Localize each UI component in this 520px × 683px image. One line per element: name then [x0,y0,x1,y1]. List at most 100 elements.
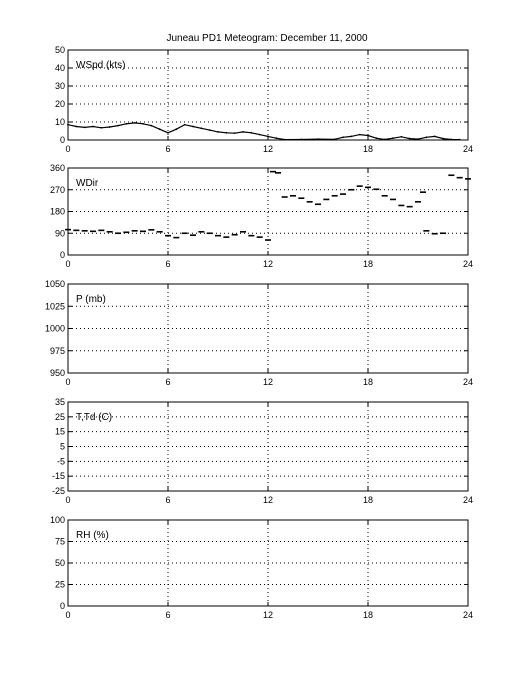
data-point [381,194,388,197]
y-tick-label: 950 [50,368,65,378]
data-point [117,124,119,127]
y-tick-label: 40 [55,63,65,73]
data-point [183,123,186,126]
data-point [217,131,219,133]
x-tick-label: 18 [363,610,373,620]
y-tick-label: 975 [50,346,65,356]
x-tick-label: 24 [463,259,473,269]
y-tick-label: 1000 [45,324,65,334]
data-point [300,138,303,141]
panel-label: WSpd (kts) [76,60,125,71]
data-point [208,129,211,132]
y-tick-label: 360 [50,163,65,173]
y-tick-label: 15 [55,427,65,437]
y-tick-label: 0 [60,601,65,611]
y-tick-label: 1050 [45,279,65,289]
data-point [365,186,371,189]
data-point [181,232,188,235]
data-point [90,230,96,233]
data-point [425,136,428,139]
data-point [458,138,461,141]
data-point [406,205,413,208]
panel-0: 0 6 12 18 24 0 10 20 30 40 50 WSpd (kts) [55,45,473,154]
data-point [358,133,361,136]
y-tick-label: 50 [55,45,65,55]
data-point [367,134,369,137]
data-point [331,194,338,197]
x-tick-label: 18 [363,495,373,505]
x-tick-label: 0 [65,610,70,620]
x-tick-label: 6 [165,377,170,387]
data-point [440,232,446,235]
data-point [67,123,69,126]
data-point [115,232,121,235]
data-point [420,191,426,193]
data-point [456,176,463,179]
data-point [373,188,380,191]
x-tick-label: 18 [363,377,373,387]
x-tick-label: 12 [263,377,273,387]
data-point [173,236,180,239]
y-tick-label: 50 [55,558,65,568]
data-point [431,232,438,235]
data-point [270,170,276,173]
data-point [73,229,80,232]
x-tick-label: 0 [65,377,70,387]
panel-4: 0 6 12 18 24 0 25 50 75 100 RH (%) [50,515,473,620]
y-tick-label: 10 [55,117,65,127]
data-point [223,236,230,238]
x-tick-label: 18 [363,259,373,269]
data-point [408,137,411,140]
y-tick-label: 30 [55,81,65,91]
data-point [81,230,88,232]
data-point [192,125,194,128]
x-tick-label: 0 [65,495,70,505]
x-tick-label: 6 [165,610,170,620]
y-tick-label: -5 [57,456,65,466]
data-point [265,239,271,241]
x-tick-label: 0 [65,259,70,269]
x-tick-label: 24 [463,610,473,620]
data-point [448,174,455,177]
data-point [258,133,261,136]
y-tick-label: 25 [55,580,65,590]
data-point [350,135,353,138]
data-point [383,138,386,141]
data-point [248,234,255,237]
data-point [390,198,396,201]
data-point [106,231,113,233]
data-point [465,178,471,180]
data-point [342,136,344,139]
x-tick-label: 18 [363,144,373,154]
data-point [65,228,71,231]
data-point [281,196,288,198]
x-tick-label: 12 [263,144,273,154]
data-point [442,137,444,140]
x-tick-label: 24 [463,377,473,387]
data-point [298,197,305,200]
x-tick-label: 6 [165,144,170,154]
panel-3: 0 6 12 18 24 -25 -15 -5 5 15 25 35 T,Td (C) [52,397,473,505]
data-point [306,201,313,203]
data-point [275,172,281,174]
data-point [240,231,246,233]
data-point [100,126,103,129]
data-point [315,203,321,206]
data-point [417,138,419,141]
data-point [206,232,213,235]
y-tick-label: 270 [50,185,65,195]
data-point [256,236,263,238]
y-tick-label: -15 [52,471,65,481]
data-point [92,125,94,128]
x-tick-label: 12 [263,259,273,269]
data-point [190,234,196,236]
data-point [340,193,346,195]
data-point [83,126,86,129]
data-point [423,230,430,232]
data-point [233,132,236,135]
data-point [275,137,278,140]
x-tick-label: 6 [165,495,170,505]
data-point [215,234,221,237]
data-point [231,233,238,236]
